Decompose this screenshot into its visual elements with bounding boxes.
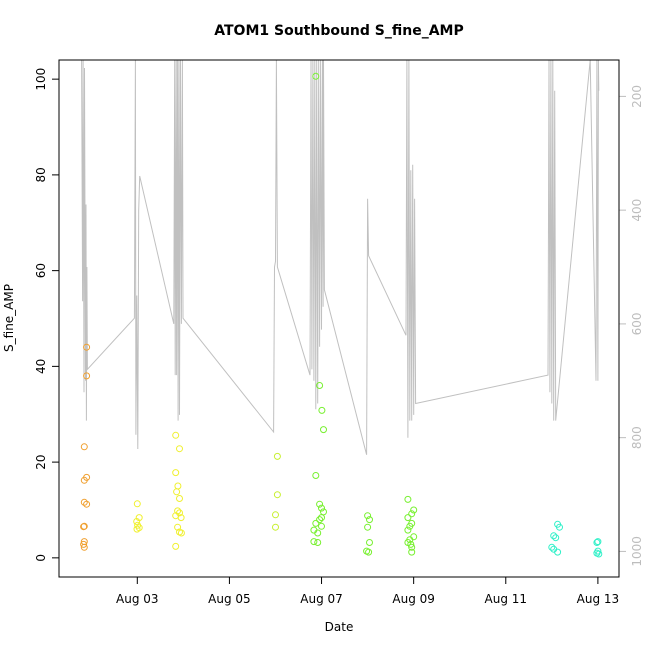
data-point <box>316 382 324 389</box>
data-point <box>407 540 415 548</box>
data-point <box>552 534 560 542</box>
data-point <box>556 523 563 531</box>
data-point <box>595 550 603 558</box>
data-point <box>273 491 281 499</box>
data-point <box>410 506 418 514</box>
data-point <box>408 543 416 551</box>
data-point <box>318 522 325 530</box>
data-point <box>408 548 416 556</box>
line-series-path <box>81 59 600 455</box>
data-point <box>272 511 279 519</box>
data-point <box>174 482 182 490</box>
y-tick-label: 0 <box>34 554 48 562</box>
scatter-points <box>80 72 603 558</box>
axes: Aug 03 Aug 05 Aug 07 Aug 09 Aug 11 Aug 13 0 20 4… <box>34 68 644 606</box>
data-point <box>593 539 601 546</box>
data-point <box>80 523 88 531</box>
x-tick-label: Aug 13 <box>577 592 620 606</box>
y-axis-label: S_fine_AMP <box>2 284 16 352</box>
data-point <box>173 488 181 496</box>
data-point <box>133 518 141 525</box>
data-point <box>172 542 180 550</box>
data-point <box>177 529 185 537</box>
data-point <box>174 507 182 515</box>
data-point <box>364 512 372 520</box>
y-tick-label: 60 <box>34 263 48 278</box>
data-point <box>554 548 562 556</box>
data-point <box>133 525 141 533</box>
data-point <box>366 516 373 524</box>
x-tick-label: Aug 05 <box>208 592 251 606</box>
data-point <box>318 504 325 512</box>
data-point <box>594 538 602 546</box>
data-point <box>316 500 324 508</box>
data-point <box>177 514 185 522</box>
y-tick-label: 20 <box>34 454 48 469</box>
data-point <box>314 539 322 546</box>
data-point <box>320 426 327 434</box>
data-point <box>404 526 412 534</box>
data-point <box>312 472 320 479</box>
x-tick-label: Aug 09 <box>392 592 435 606</box>
y2-tick-label: 800 <box>630 426 644 449</box>
data-point <box>83 500 91 508</box>
data-point <box>174 523 182 531</box>
data-point <box>404 514 412 522</box>
y2-tick-label: 600 <box>630 312 644 335</box>
data-point <box>172 469 180 477</box>
data-point <box>272 523 279 531</box>
y-tick-label: 40 <box>34 359 48 374</box>
y2-tick-label: 400 <box>630 199 644 222</box>
data-point <box>273 452 281 460</box>
data-point <box>314 529 322 537</box>
data-point <box>80 476 88 484</box>
data-point <box>550 532 558 540</box>
data-point <box>364 523 372 531</box>
y-tick-label: 100 <box>34 68 48 91</box>
data-point <box>80 443 88 451</box>
x-axis-label: Date <box>325 620 354 634</box>
chart-title: ATOM1 Southbound S_fine_AMP <box>214 23 464 39</box>
data-point <box>310 538 318 546</box>
data-point <box>172 431 180 439</box>
x-tick-label: Aug 11 <box>485 592 528 606</box>
data-point <box>133 500 141 508</box>
plot-frame <box>58 59 620 578</box>
data-point <box>548 543 556 551</box>
data-point <box>80 540 88 548</box>
vertical-profile-line <box>81 59 600 455</box>
data-point <box>80 543 88 551</box>
data-point <box>83 372 91 380</box>
y2-tick-label: 200 <box>630 85 644 108</box>
y-tick-label: 80 <box>34 167 48 182</box>
data-point <box>83 343 91 351</box>
data-point <box>318 406 326 414</box>
data-point <box>316 516 324 524</box>
data-point <box>366 539 373 546</box>
x-tick-label: Aug 07 <box>300 592 343 606</box>
data-point <box>312 519 320 527</box>
data-point <box>80 498 88 506</box>
y2-tick-label: 1000 <box>630 536 644 567</box>
data-point <box>404 495 412 503</box>
data-point <box>365 548 373 556</box>
data-point <box>312 72 320 80</box>
data-point <box>176 445 183 453</box>
data-point <box>176 495 183 502</box>
data-point <box>318 514 325 522</box>
data-point <box>406 522 414 530</box>
data-point <box>408 510 416 518</box>
x-tick-label: Aug 03 <box>116 592 159 606</box>
